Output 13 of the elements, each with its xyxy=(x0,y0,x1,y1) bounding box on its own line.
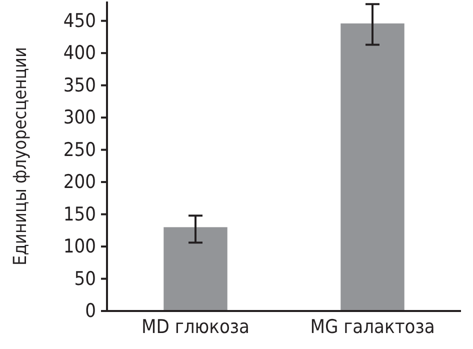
y-tick-label: 450 xyxy=(63,10,96,32)
y-tick-label: 350 xyxy=(63,74,96,96)
y-tick-label: 250 xyxy=(63,138,96,161)
y-tick-label: 0 xyxy=(85,300,96,322)
x-tick-label: MD глюкоза xyxy=(142,316,250,338)
y-tick-label: 150 xyxy=(63,203,96,226)
y-tick-label: 100 xyxy=(63,236,96,258)
y-tick-label: 300 xyxy=(63,106,96,129)
x-tick-label: MG галактоза xyxy=(310,316,435,338)
y-axis-title: Единицы флуоресценции xyxy=(10,47,31,266)
y-tick-label: 400 xyxy=(63,42,96,64)
y-tick-label: 50 xyxy=(74,268,96,290)
y-tick-label: 200 xyxy=(63,171,96,194)
